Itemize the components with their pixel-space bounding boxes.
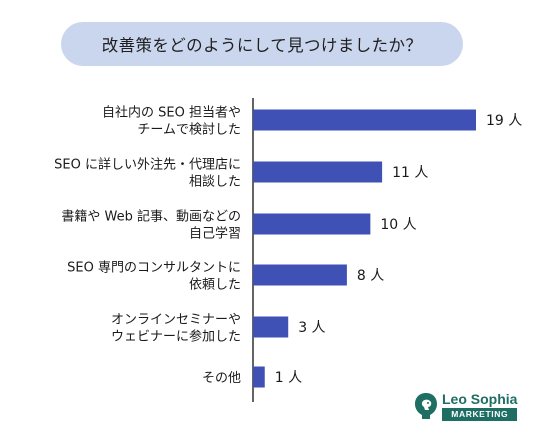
category-label: オンラインセミナーや <box>111 313 241 328</box>
bars-group <box>253 109 476 388</box>
bar <box>253 213 371 235</box>
value-label: 8 人 <box>357 268 384 284</box>
category-label: 書籍や Web 記事、動画などの <box>61 209 241 225</box>
category-label: その他 <box>202 371 241 386</box>
logo-subtitle: MARKETING <box>442 408 518 421</box>
category-label: 自社内の SEO 担当者や <box>102 105 241 121</box>
value-label: 1 人 <box>275 370 302 386</box>
bar <box>253 161 383 183</box>
company-logo: Leo Sophia MARKETING <box>414 391 518 421</box>
chart-title: 改善策をどのようにして見つけましたか？ <box>61 22 463 66</box>
category-label: SEO 専門のコンサルタントに <box>67 261 241 276</box>
bar <box>253 264 347 286</box>
bar <box>253 316 289 338</box>
value-labels-group: 19 人 11 人 10 人 8 人 3 人 1 人 <box>275 113 523 386</box>
category-label: 相談した <box>189 174 241 190</box>
value-label: 3 人 <box>298 320 325 336</box>
bar <box>253 109 476 131</box>
logo-name: Leo Sophia <box>442 391 518 407</box>
category-label: 依頼した <box>189 278 241 293</box>
category-label: 自己学習 <box>189 226 241 242</box>
bar <box>253 366 265 388</box>
value-label: 19 人 <box>486 113 522 129</box>
category-label: ウェビナーに参加した <box>111 329 241 345</box>
category-label: チームで検討した <box>137 122 241 138</box>
lion-head-icon <box>415 393 437 420</box>
value-label: 10 人 <box>380 217 416 233</box>
value-label: 11 人 <box>392 165 428 181</box>
category-label: SEO に詳しい外注先・代理店に <box>54 157 241 173</box>
